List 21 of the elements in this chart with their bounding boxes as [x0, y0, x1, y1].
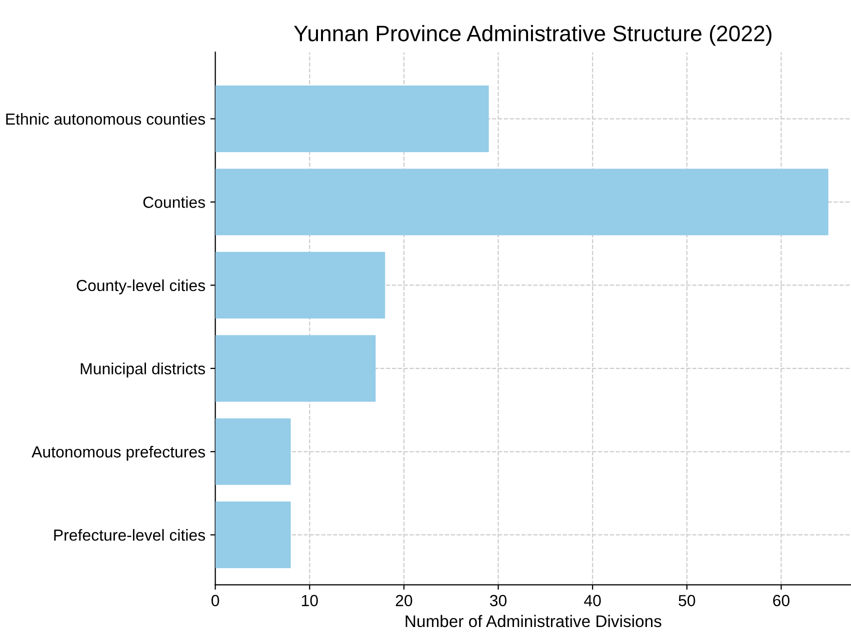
bar — [215, 168, 828, 236]
x-tick-label: 10 — [302, 594, 318, 606]
bar — [215, 86, 489, 152]
bar — [215, 502, 291, 568]
x-tick-label: 40 — [584, 594, 601, 606]
y-tick-label: County-level cities — [76, 279, 206, 294]
x-axis-title: Number of Administrative Divisions — [406, 614, 662, 628]
x-tick-label: 60 — [773, 594, 790, 606]
x-tick-label: 50 — [678, 594, 696, 606]
chart-title: Yunnan Province Administrative Structure (2022) — [294, 25, 772, 46]
x-tick-label: 30 — [490, 594, 507, 606]
y-tick-label: Autonomous prefectures — [32, 446, 206, 461]
y-tick-label: Ethnic autonomous counties — [6, 113, 206, 125]
bar — [215, 418, 291, 485]
bar — [215, 335, 376, 402]
y-tick-label: Municipal districts — [80, 362, 206, 378]
x-tick-label: 0 — [211, 594, 220, 606]
y-tick-label: Counties — [143, 196, 206, 208]
x-tick-label: 20 — [396, 594, 412, 606]
bar — [215, 252, 386, 318]
y-tick-label: Prefecture-level cities — [54, 529, 206, 541]
